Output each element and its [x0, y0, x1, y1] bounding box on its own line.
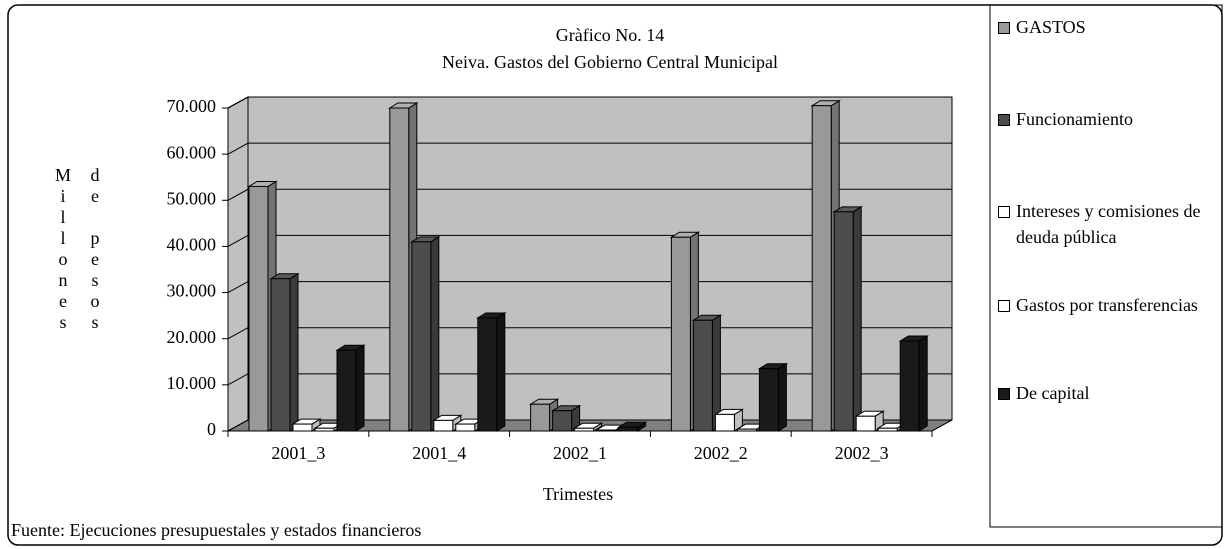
chart-subtitle: Neiva. Gastos del Gobierno Central Munic…	[442, 52, 778, 72]
bar-front	[314, 427, 335, 432]
bar	[669, 231, 701, 432]
legend-label: De capital	[1016, 383, 1090, 403]
x-tick-label: 2002_2	[694, 443, 748, 463]
chart-title: Gràfico No. 14	[556, 25, 664, 45]
grid-line	[227, 188, 952, 201]
bar-front	[530, 403, 551, 432]
bar-side	[777, 362, 787, 432]
bar-front	[292, 423, 313, 432]
bar-front	[270, 278, 291, 432]
legend-label: Funcionamiento	[1016, 109, 1133, 129]
bar-front	[455, 423, 476, 432]
bar	[757, 362, 789, 432]
bar-side	[852, 205, 862, 432]
y-tick-label: 0	[207, 419, 216, 439]
y-tick-label: 20.000	[167, 327, 217, 347]
bar-front	[433, 419, 454, 432]
bar-front	[714, 413, 735, 432]
x-tick-label: 2002_1	[553, 443, 607, 463]
legend-swatch	[998, 114, 1010, 126]
x-tick-label: 2001_4	[412, 443, 466, 463]
bar	[713, 408, 745, 432]
grid-line	[227, 281, 952, 294]
legend-entry: Funcionamiento	[998, 106, 1213, 132]
x-tick-label: 2002_3	[835, 443, 889, 463]
bar-front	[248, 185, 269, 432]
y-tick-label: 50.000	[167, 188, 217, 208]
bar-front	[596, 429, 617, 432]
bar	[476, 312, 507, 432]
bar-side	[918, 335, 928, 432]
bar-front	[692, 319, 713, 432]
bar-front	[477, 317, 498, 432]
bar-front	[574, 427, 595, 432]
bar-side	[355, 344, 365, 432]
legend-entry: Intereses y comisiones de deuda pública	[998, 198, 1213, 250]
bar	[832, 205, 863, 432]
bar-front	[811, 105, 832, 432]
y-axis-label: Millones	[53, 165, 73, 333]
bar-front	[389, 107, 410, 432]
bar-front	[877, 427, 898, 432]
bar	[572, 422, 604, 432]
bar	[410, 235, 441, 432]
source-note: Fuente: Ejecuciones presupuestales y est…	[11, 520, 421, 540]
bar-front	[855, 415, 876, 432]
bar	[550, 404, 582, 432]
bar-front	[552, 410, 573, 432]
bar-front	[411, 241, 432, 432]
bar-front	[736, 428, 757, 432]
legend-swatch	[998, 206, 1010, 218]
bar	[335, 344, 366, 432]
bar	[898, 335, 929, 432]
bar-front	[618, 426, 639, 432]
bar-front	[758, 368, 779, 432]
bar	[691, 314, 723, 432]
bar-side	[430, 235, 440, 432]
bar-side	[496, 312, 506, 432]
y-tick-label: 30.000	[167, 281, 217, 301]
legend-entry: De capital	[998, 380, 1213, 406]
y-tick-label: 60.000	[167, 142, 217, 162]
y-tick-label: 70.000	[167, 96, 217, 116]
legend-label: GASTOS	[1016, 17, 1086, 37]
grid-line	[227, 142, 952, 155]
legend-frame	[989, 4, 1223, 528]
legend-label: Intereses y comisiones de deuda pública	[1016, 201, 1201, 247]
legend-entry: GASTOS	[998, 14, 1213, 40]
grid-line	[227, 234, 952, 247]
bar-front	[336, 349, 357, 432]
legend-entry: Gastos por transferencias	[998, 292, 1213, 318]
bar-front	[670, 236, 691, 432]
legend-swatch	[998, 388, 1010, 400]
bar	[616, 421, 648, 432]
y-tick-label: 10.000	[167, 373, 217, 393]
y-tick-label: 40.000	[167, 235, 217, 255]
bar-front	[899, 340, 920, 432]
bar	[269, 272, 300, 432]
bar-front	[833, 211, 854, 432]
side-wall	[227, 96, 249, 432]
bar-side	[289, 272, 299, 432]
legend-swatch	[998, 300, 1010, 312]
x-axis-label: Trimestes	[543, 484, 613, 504]
legend-label: Gastos por transferencias	[1016, 295, 1198, 315]
y-axis-label: de pesos	[85, 165, 105, 333]
legend-swatch	[998, 22, 1010, 34]
grid-line	[227, 96, 952, 109]
x-tick-label: 2001_3	[271, 443, 325, 463]
